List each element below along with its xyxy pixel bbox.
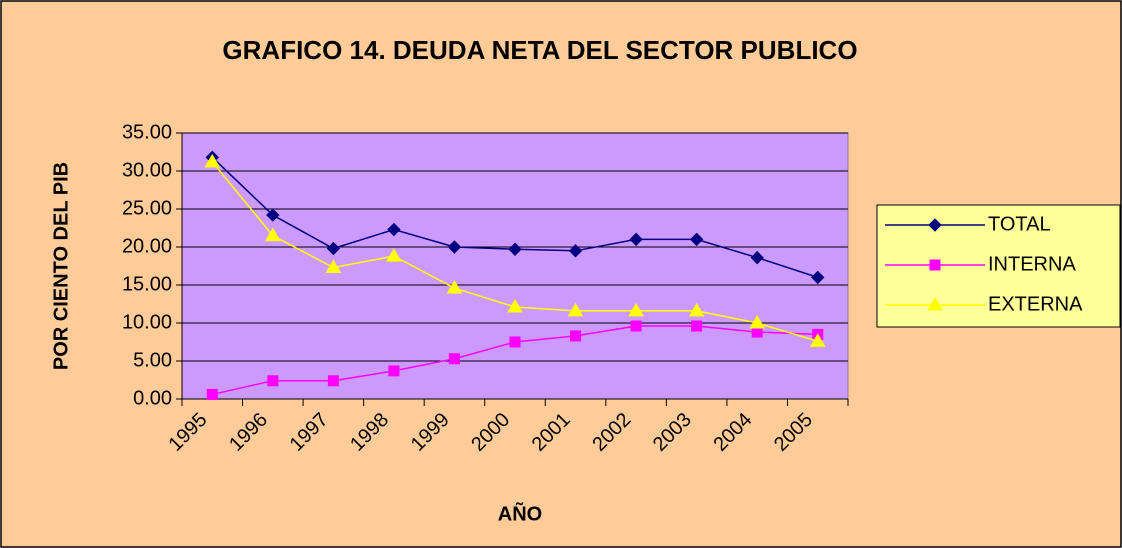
marker [326, 241, 341, 256]
y-tick-label: 25.00 [122, 197, 172, 219]
marker [325, 259, 342, 274]
marker [570, 330, 582, 342]
marker [809, 333, 826, 347]
marker [508, 242, 522, 256]
legend-label: EXTERNA [988, 293, 1083, 315]
y-tick-label: 10.00 [122, 311, 172, 333]
legend-label: INTERNA [988, 253, 1076, 275]
y-tick-label: 5.00 [133, 349, 172, 371]
marker [264, 227, 281, 242]
marker [927, 297, 943, 311]
y-tick-label: 15.00 [122, 273, 172, 295]
y-axis-label: POR CIENTO DEL PIB [50, 162, 72, 370]
marker [507, 299, 523, 313]
marker [928, 218, 942, 232]
y-tick-label: 30.00 [122, 159, 172, 181]
marker [567, 302, 584, 317]
plot-area [181, 132, 849, 400]
marker [386, 248, 402, 262]
y-tick-label: 35.00 [122, 121, 172, 143]
marker [206, 388, 218, 400]
marker [266, 208, 280, 222]
marker [811, 270, 825, 285]
marker [267, 375, 279, 387]
marker [447, 240, 462, 254]
marker [568, 244, 583, 258]
marker [929, 259, 941, 271]
marker [629, 232, 643, 247]
marker [628, 302, 644, 317]
marker [204, 153, 221, 168]
legend-label: TOTAL [988, 213, 1051, 235]
y-tick-label: 20.00 [122, 235, 172, 257]
marker [691, 320, 703, 332]
marker [751, 326, 763, 338]
marker [448, 353, 460, 365]
marker [388, 365, 400, 377]
marker [689, 232, 704, 247]
marker [688, 302, 705, 317]
marker [749, 315, 766, 329]
marker [327, 375, 339, 387]
x-axis-label: AÑO [498, 502, 542, 525]
marker [750, 250, 764, 265]
marker [446, 280, 463, 294]
marker [387, 222, 401, 237]
marker [630, 320, 642, 332]
marker [509, 336, 521, 348]
chart-title: GRAFICO 14. DEUDA NETA DEL SECTOR PUBLIC… [222, 35, 857, 65]
y-tick-label: 0.00 [133, 387, 172, 409]
